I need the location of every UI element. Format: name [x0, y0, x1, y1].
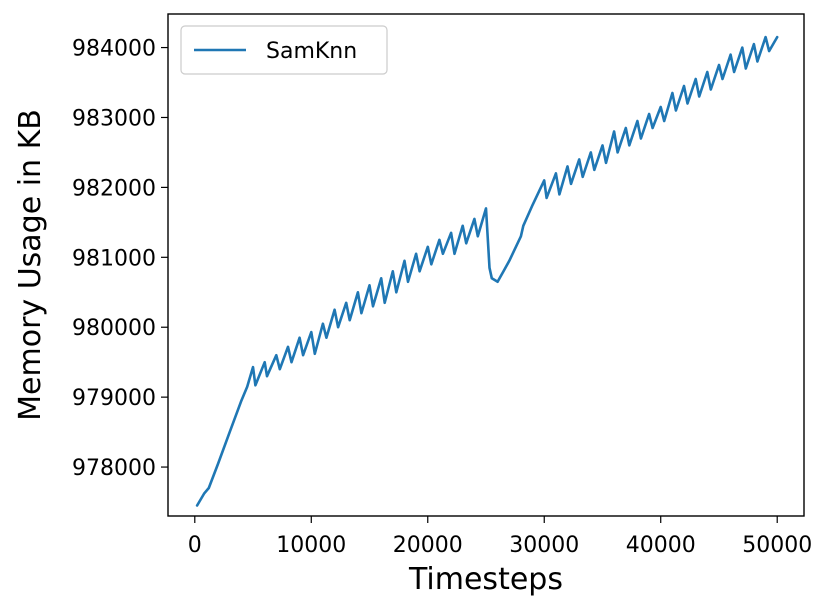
legend-box — [180, 25, 388, 75]
y-tick-label: 979000 — [72, 386, 156, 411]
y-tick-label: 981000 — [72, 246, 156, 271]
x-axis-label: Timesteps — [408, 562, 563, 597]
plot-frame — [167, 13, 805, 517]
legend-label-samknn: SamKnn — [266, 39, 357, 64]
y-tick-label: 982000 — [72, 176, 156, 201]
legend: SamKnn — [180, 25, 388, 75]
x-tick-label: 20000 — [393, 533, 463, 558]
y-axis-label: Memory Usage in KB — [13, 109, 48, 421]
y-tick-label: 978000 — [72, 456, 156, 481]
series-line-samknn — [195, 35, 779, 507]
y-tick-label: 980000 — [72, 316, 156, 341]
x-tick-label: 0 — [188, 533, 202, 558]
x-tick-label: 40000 — [626, 533, 696, 558]
x-tick-label: 50000 — [742, 533, 812, 558]
x-tick-label: 10000 — [276, 533, 346, 558]
axis-ticks: 0 10000 20000 30000 40000 50000 978000 979000 98… — [72, 37, 812, 558]
y-tick-label: 984000 — [72, 37, 156, 62]
y-tick-label: 983000 — [72, 106, 156, 131]
x-tick-label: 30000 — [509, 533, 579, 558]
